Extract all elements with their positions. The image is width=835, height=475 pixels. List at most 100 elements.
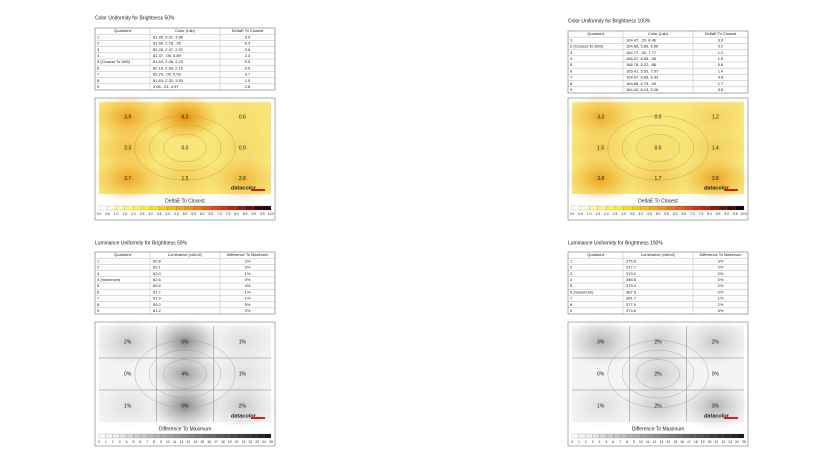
scale-label: 7.0 bbox=[217, 212, 222, 216]
table-cell: 1 bbox=[97, 258, 100, 263]
scale-label: 5.0 bbox=[656, 212, 661, 216]
scale-segment bbox=[174, 433, 182, 439]
table-cell: 379.2 bbox=[626, 271, 637, 276]
table-cell: 0.0 bbox=[718, 44, 724, 49]
scale-segment bbox=[723, 433, 731, 439]
table-cell: 2% bbox=[245, 258, 251, 263]
map-value: 1.2 bbox=[712, 115, 719, 121]
table-cell: 387.5 bbox=[626, 289, 637, 294]
logo: datacolor bbox=[704, 185, 730, 191]
scale-label: 9.0 bbox=[252, 212, 257, 216]
contour bbox=[607, 340, 709, 408]
table-cell: 4 bbox=[570, 277, 573, 282]
scale-segment bbox=[726, 205, 736, 211]
table-cell: 0% bbox=[245, 277, 251, 282]
scale-label: 1.0 bbox=[114, 212, 119, 216]
scale-segment bbox=[253, 205, 263, 211]
scale-label: 7.5 bbox=[699, 212, 704, 216]
table-cell: 7 bbox=[570, 75, 573, 80]
scale-segment bbox=[657, 205, 667, 211]
map-value: 1.5 bbox=[597, 145, 604, 151]
scale-label: 1.0 bbox=[587, 212, 592, 216]
table-cell: 2.3 bbox=[245, 53, 251, 58]
scale-segment bbox=[592, 433, 600, 439]
scale-segment bbox=[176, 205, 186, 211]
table-header: Luminance (cd/m2) bbox=[641, 252, 676, 257]
table-header: Color (Lab) bbox=[648, 31, 669, 36]
scale-label: 0 bbox=[98, 440, 100, 444]
table-cell: 166.78, 5.22, .86 bbox=[626, 62, 657, 67]
table-cell: 2% bbox=[718, 265, 724, 270]
table-cell: 164.97, 6.85, 6.43 bbox=[626, 75, 659, 80]
scale-segment bbox=[730, 433, 738, 439]
scale-label: 8.0 bbox=[707, 212, 712, 216]
table-cell: 2.06, .01, 4.97 bbox=[153, 84, 179, 89]
scale-segment bbox=[597, 205, 607, 211]
contour bbox=[636, 359, 680, 389]
scale-label: 2 bbox=[585, 440, 587, 444]
table-cell: 164.42, 6.13, 5.28 bbox=[626, 87, 659, 92]
scale-label: 17 bbox=[687, 440, 691, 444]
table-header: Difference To Maximum bbox=[227, 252, 270, 257]
table-cell: 62.0 bbox=[153, 271, 162, 276]
scale-label: 8.5 bbox=[716, 212, 721, 216]
scale-label: 11 bbox=[646, 440, 650, 444]
scale-label: 0.5 bbox=[578, 212, 583, 216]
scale-label: 1.5 bbox=[596, 212, 601, 216]
scale-label: 6 bbox=[612, 440, 614, 444]
scale-segment bbox=[633, 433, 641, 439]
scale-label: 4 bbox=[126, 440, 128, 444]
scale-label: 0.5 bbox=[105, 212, 110, 216]
scale-segment bbox=[202, 433, 210, 439]
scale-label: 0.0 bbox=[97, 212, 102, 216]
table-cell: 4 (maximum) bbox=[97, 277, 121, 282]
map-value: 2% bbox=[654, 339, 662, 345]
table-cell: 82.26, 2.47, 2.97 bbox=[153, 47, 184, 52]
map-value: 3.9 bbox=[124, 115, 131, 121]
scale-label: 9.5 bbox=[733, 212, 738, 216]
table-cell: 61.9 bbox=[153, 296, 162, 301]
scale-segment bbox=[167, 205, 177, 211]
scale-segment bbox=[159, 205, 168, 211]
scale-label: 2.0 bbox=[131, 212, 136, 216]
panel-title: Luminance Uniformity for Brightness 100% bbox=[568, 240, 663, 246]
logo: datacolor bbox=[231, 185, 257, 191]
table-cell: 379.4 bbox=[626, 283, 637, 288]
table-cell: 8 bbox=[97, 78, 100, 83]
table-cell: 81.66, 2.78, .26 bbox=[153, 41, 182, 46]
logo-bar bbox=[724, 417, 738, 419]
table-cell: 6 bbox=[570, 68, 573, 73]
scale-segment bbox=[606, 433, 614, 439]
table-cell: 3.8 bbox=[718, 87, 724, 92]
map-value: 2% bbox=[654, 403, 662, 409]
map-value: 0% bbox=[597, 371, 605, 377]
scale-label: 12 bbox=[180, 440, 184, 444]
map-value: 0.9 bbox=[239, 145, 246, 151]
scale-label: 4.0 bbox=[166, 212, 171, 216]
table-cell: 61.7 bbox=[153, 289, 162, 294]
table-cell: 1% bbox=[718, 296, 724, 301]
contour bbox=[134, 340, 236, 408]
scale-segment bbox=[141, 205, 151, 211]
scale-segment bbox=[709, 433, 717, 439]
table-header: Quadrant bbox=[587, 31, 605, 36]
map-value: 3% bbox=[597, 339, 605, 345]
table-cell: 0.6 bbox=[245, 47, 251, 52]
scale-segment bbox=[140, 433, 148, 439]
table-cell: 61.2 bbox=[153, 308, 162, 313]
contour bbox=[636, 133, 680, 162]
table-cell: 3% bbox=[718, 258, 724, 263]
scale-segment bbox=[227, 205, 237, 211]
map-blob bbox=[150, 94, 220, 141]
scale-label: 9.0 bbox=[725, 212, 730, 216]
scale-segment bbox=[606, 205, 616, 211]
contour bbox=[148, 349, 222, 399]
contour bbox=[621, 124, 695, 172]
panel-title: Color Uniformity for Brightness 100% bbox=[568, 18, 651, 24]
table-cell: 82.25, .00, 5.59 bbox=[153, 72, 182, 77]
panel-title: Color Uniformity for Brightness 50% bbox=[95, 15, 175, 21]
scale-label: 1 bbox=[105, 440, 107, 444]
table-cell: 2% bbox=[245, 308, 251, 313]
scale-segment bbox=[666, 205, 676, 211]
scale-label: 3.0 bbox=[148, 212, 153, 216]
